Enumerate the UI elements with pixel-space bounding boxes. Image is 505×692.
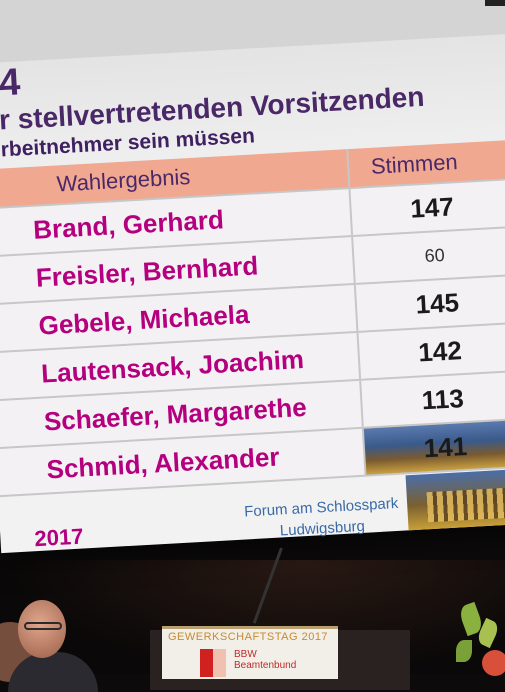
vote-count: 147 <box>349 177 505 237</box>
speaker-body <box>8 652 98 692</box>
podium-org-text: BBW Beamtenbund <box>234 649 296 671</box>
speaker <box>8 600 98 692</box>
podium-org-line-1: BBW <box>234 649 257 660</box>
screen-top-band <box>0 0 505 64</box>
venue-photo <box>405 466 505 531</box>
podium-org-line-2: Beamtenbund <box>234 660 297 671</box>
flower-icon <box>482 650 505 676</box>
vote-count: 141 <box>362 417 505 476</box>
screen-frame-corner <box>485 0 505 6</box>
footer-venue: Forum am Schlosspark Ludwigsburg <box>221 492 423 545</box>
slide-number: 4 <box>0 61 22 105</box>
podium-sign: GEWERKSCHAFTSTAG 2017 BBW Beamtenbund <box>162 626 338 679</box>
vote-count: 60 <box>351 225 505 284</box>
bbw-logo-icon <box>200 649 226 677</box>
vote-count: 145 <box>354 273 505 332</box>
vote-count: 142 <box>357 321 505 380</box>
vote-count: 113 <box>359 369 505 428</box>
leaf-icon <box>456 640 472 662</box>
footer-year: 2017 <box>33 523 85 552</box>
podium-event-text: GEWERKSCHAFTSTAG 2017 <box>168 631 329 643</box>
glasses-icon <box>24 622 62 630</box>
results-table: Wahlergebnis Stimmen Brand, Gerhard 147 … <box>0 138 505 497</box>
flower-arrangement <box>452 600 505 676</box>
projection-screen: 4 r stellvertretenden Vorsitzenden rbeit… <box>0 0 505 553</box>
